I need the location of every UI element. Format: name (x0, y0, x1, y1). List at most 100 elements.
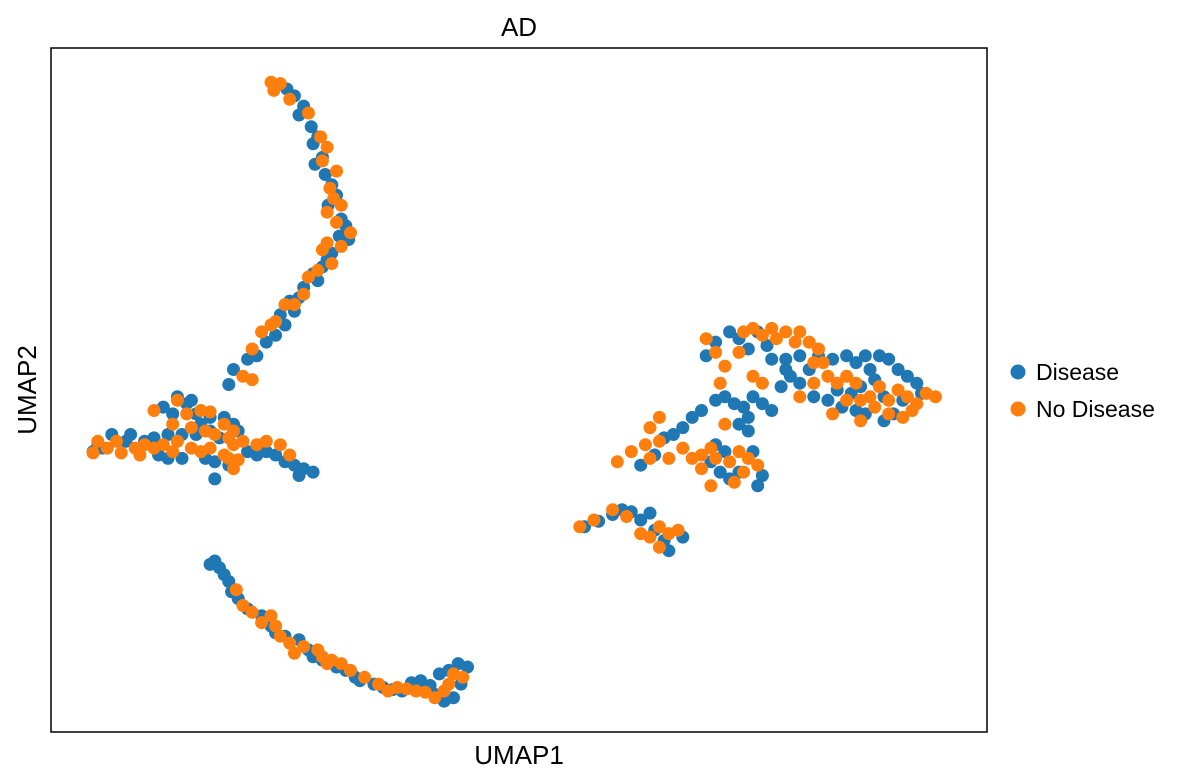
point-disease (451, 657, 465, 671)
point-no-disease (709, 345, 723, 359)
point-no-disease (428, 691, 442, 705)
point-disease (779, 352, 793, 366)
point-no-disease (718, 359, 732, 373)
point-no-disease (624, 445, 638, 459)
point-disease (634, 513, 648, 527)
point-no-disease (802, 335, 816, 349)
point-no-disease (323, 181, 337, 195)
point-no-disease (573, 520, 587, 534)
point-no-disease (273, 629, 287, 643)
point-no-disease (868, 400, 882, 414)
point-no-disease (110, 434, 123, 448)
point-no-disease (170, 393, 184, 407)
point-no-disease (100, 441, 114, 455)
point-no-disease (704, 441, 718, 455)
point-no-disease (217, 417, 231, 431)
point-disease (793, 376, 807, 390)
point-no-disease (620, 510, 634, 523)
point-no-disease (807, 376, 821, 390)
point-no-disease (184, 421, 198, 435)
point-disease (259, 335, 273, 349)
point-no-disease (662, 451, 676, 465)
point-disease (695, 404, 708, 417)
point-no-disease (816, 356, 830, 370)
point-no-disease (695, 448, 708, 462)
point-no-disease (709, 451, 723, 465)
point-disease (741, 424, 755, 438)
point-no-disease (882, 393, 896, 407)
legend-marker-disease (1010, 364, 1026, 380)
point-disease (269, 448, 283, 462)
point-disease (840, 349, 854, 363)
point-no-disease (269, 619, 283, 633)
point-disease (222, 378, 236, 391)
point-disease (292, 469, 306, 482)
point-no-disease (320, 657, 334, 671)
point-no-disease (793, 325, 807, 339)
point-no-disease (283, 636, 297, 650)
point-no-disease (170, 434, 184, 448)
point-no-disease (325, 257, 339, 270)
point-no-disease (840, 369, 854, 383)
point-no-disease (255, 325, 269, 339)
point-no-disease (587, 513, 601, 527)
point-no-disease (900, 390, 914, 404)
point-no-disease (713, 376, 727, 390)
point-disease (718, 390, 732, 404)
point-disease (891, 363, 905, 376)
point-disease (779, 363, 793, 376)
point-no-disease (882, 407, 896, 421)
point-disease (241, 352, 255, 366)
point-no-disease (264, 609, 278, 623)
point-no-disease (746, 321, 760, 335)
point-disease (318, 168, 332, 181)
point-disease (713, 465, 727, 479)
point-no-disease (133, 448, 147, 462)
point-disease (723, 325, 737, 339)
x-axis-label: UMAP1 (474, 740, 564, 770)
point-no-disease (442, 677, 456, 691)
point-disease (807, 390, 821, 404)
point-no-disease (643, 530, 657, 544)
legend: Disease No Disease (1010, 359, 1155, 422)
point-no-disease (315, 154, 329, 168)
point-disease (161, 428, 175, 441)
point-disease (119, 434, 133, 448)
point-disease (227, 363, 240, 376)
point-no-disease (830, 376, 844, 390)
point-no-disease (755, 328, 769, 342)
point-disease (737, 400, 751, 414)
point-disease (760, 339, 774, 352)
point-no-disease (166, 417, 180, 431)
point-no-disease (732, 445, 746, 459)
point-disease (203, 557, 217, 571)
point-disease (643, 506, 657, 520)
point-no-disease (638, 438, 652, 452)
point-no-disease (695, 462, 708, 476)
point-no-disease (255, 616, 269, 630)
point-no-disease (208, 428, 222, 441)
point-no-disease (236, 434, 250, 448)
point-no-disease (418, 685, 432, 699)
point-no-disease (872, 380, 886, 394)
point-disease (849, 356, 863, 370)
point-disease (432, 667, 446, 681)
point-disease (269, 328, 283, 342)
point-disease (634, 458, 648, 472)
point-disease (175, 451, 189, 465)
point-no-disease (727, 475, 741, 489)
point-no-disease (203, 405, 217, 419)
point-no-disease (287, 646, 301, 660)
point-no-disease (334, 657, 348, 671)
point-no-disease (320, 140, 334, 154)
point-disease (858, 349, 872, 363)
point-disease (863, 363, 877, 376)
point-disease (741, 410, 755, 424)
point-disease (208, 455, 222, 469)
point-no-disease (203, 441, 217, 455)
point-no-disease (358, 670, 372, 684)
point-disease (447, 691, 460, 705)
point-no-disease (643, 421, 657, 435)
point-no-disease (751, 458, 765, 472)
point-no-disease (314, 130, 328, 144)
